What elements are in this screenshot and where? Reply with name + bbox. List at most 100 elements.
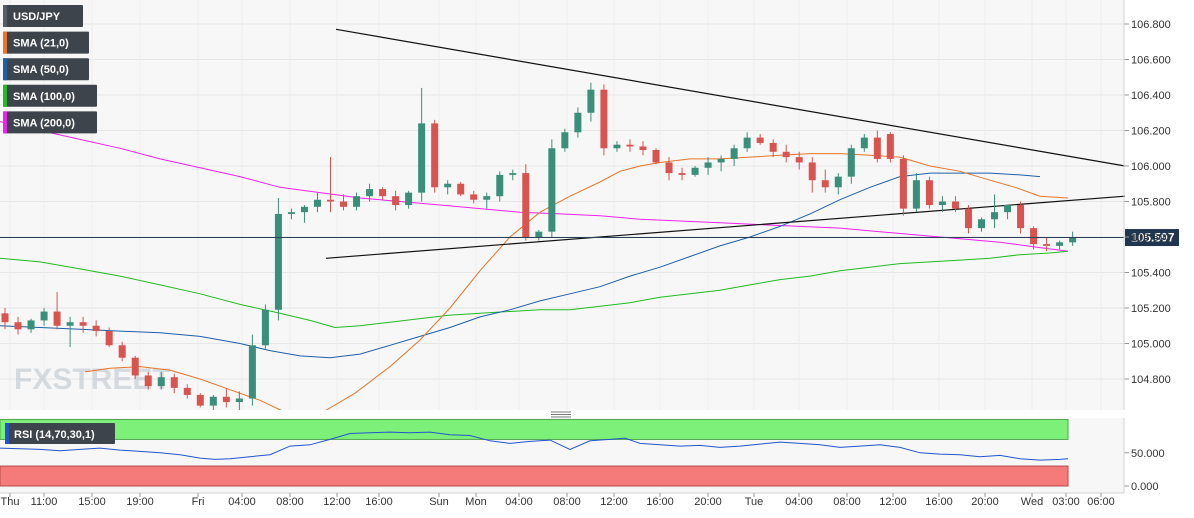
legend-item[interactable]: SMA (100,0): [3, 84, 97, 107]
legend-swatch: [3, 31, 7, 54]
candle: [366, 183, 374, 202]
candle-body: [118, 345, 126, 358]
candle-body: [131, 357, 139, 376]
panel-divider: [0, 410, 1194, 418]
rsi-overbought-zone: [0, 419, 1069, 440]
candle-body: [522, 173, 530, 237]
time-tick-label: 12:00: [600, 496, 628, 508]
legend-item[interactable]: SMA (200,0): [3, 111, 97, 134]
legend-item[interactable]: SMA (50,0): [3, 58, 89, 81]
time-tick-label: 04:00: [228, 496, 256, 508]
candle-body: [743, 137, 751, 149]
price-tick-label: 106.800: [1131, 19, 1171, 31]
current-price-tag: 105.597: [1125, 229, 1179, 247]
legend-box: [3, 31, 89, 54]
panel-resize-handle[interactable]: [551, 411, 571, 418]
candle: [261, 304, 269, 349]
candle-body: [366, 189, 374, 197]
candle-body: [157, 377, 165, 387]
candle: [652, 148, 660, 165]
candle: [574, 107, 582, 138]
trendlines: [325, 28, 1126, 259]
candle: [808, 157, 816, 193]
candle-body: [639, 146, 647, 151]
candle-body: [717, 158, 725, 163]
time-tick-label: 04:00: [505, 496, 533, 508]
candle-body: [170, 377, 178, 388]
candle-body: [183, 387, 191, 395]
sma-100-line: [0, 250, 1069, 329]
candle-body: [665, 162, 673, 174]
candle: [1056, 240, 1064, 250]
candle-body: [600, 89, 608, 149]
time-tick-label: 20:00: [971, 496, 999, 508]
price-tick-label: 104.800: [1131, 374, 1171, 386]
candle: [105, 327, 113, 348]
candle-body: [470, 194, 478, 200]
candle-body: [79, 322, 87, 326]
candle-body: [925, 180, 933, 206]
candle-body: [1069, 237, 1077, 243]
legend-item[interactable]: USD/JPY: [3, 5, 83, 27]
candle: [157, 371, 165, 390]
candle: [899, 155, 907, 216]
candle: [730, 144, 738, 166]
candle: [470, 190, 478, 204]
candle-body: [509, 173, 517, 175]
rsi-oversold-zone: [0, 465, 1069, 487]
price-tick-label: 105.200: [1131, 303, 1171, 315]
trendline-1[interactable]: [335, 28, 1126, 167]
candle: [626, 139, 634, 152]
time-tick-label: Mon: [465, 496, 486, 508]
candle: [873, 130, 881, 163]
time-tick-label: 11:00: [31, 496, 58, 508]
candle-body: [105, 331, 113, 346]
candle-body: [561, 132, 569, 149]
candle: [665, 157, 673, 181]
time-tick-label: 16:00: [646, 496, 674, 508]
rsi-legend[interactable]: RSI (14,70,30,1): [5, 423, 115, 444]
candle-body: [287, 212, 295, 214]
candle-body: [209, 396, 217, 406]
price-tick-label: 105.400: [1131, 268, 1171, 280]
time-tick-label: 12:00: [879, 496, 907, 508]
candle: [40, 308, 48, 326]
candle-body: [1056, 242, 1064, 246]
candle: [144, 371, 152, 390]
candle-body: [899, 158, 907, 209]
candle-body: [431, 123, 439, 188]
time-tick-label: 03:00: [1052, 496, 1080, 508]
rsi-tick-label: 0.000: [1131, 481, 1159, 493]
candle: [131, 355, 139, 379]
candle: [548, 139, 556, 237]
candle-body: [873, 137, 881, 159]
price-axis: 106.800 106.600 106.400 106.200 106.000 105.8…: [1124, 19, 1171, 386]
candle-body: [53, 311, 61, 326]
time-tick-label: 08:00: [276, 496, 304, 508]
time-tick-label: Sun: [429, 496, 449, 508]
grid: [0, 0, 1124, 410]
trendline-2[interactable]: [325, 195, 1126, 259]
time-tick-label: Tue: [745, 496, 764, 508]
price-tick-label: 106.600: [1131, 55, 1171, 67]
candle-body: [978, 219, 985, 229]
price-tick-label: 106.400: [1131, 90, 1171, 102]
price-tick-label: 105.600: [1131, 232, 1171, 244]
candle: [248, 334, 256, 406]
candle: [405, 190, 413, 209]
legend-label: SMA (50,0): [13, 64, 69, 76]
time-tick-label: 16:00: [365, 496, 393, 508]
candle: [1, 308, 9, 330]
candle-body: [613, 144, 621, 149]
candle: [14, 316, 22, 335]
current-price-tag-box: [1125, 229, 1179, 247]
legend-item[interactable]: SMA (21,0): [3, 31, 89, 54]
candle-body: [652, 150, 660, 163]
legend-box: [3, 84, 97, 107]
candle: [1069, 231, 1077, 246]
candle: [600, 84, 608, 156]
candle: [274, 197, 282, 321]
candle: [964, 205, 972, 234]
candle: [1004, 205, 1012, 220]
